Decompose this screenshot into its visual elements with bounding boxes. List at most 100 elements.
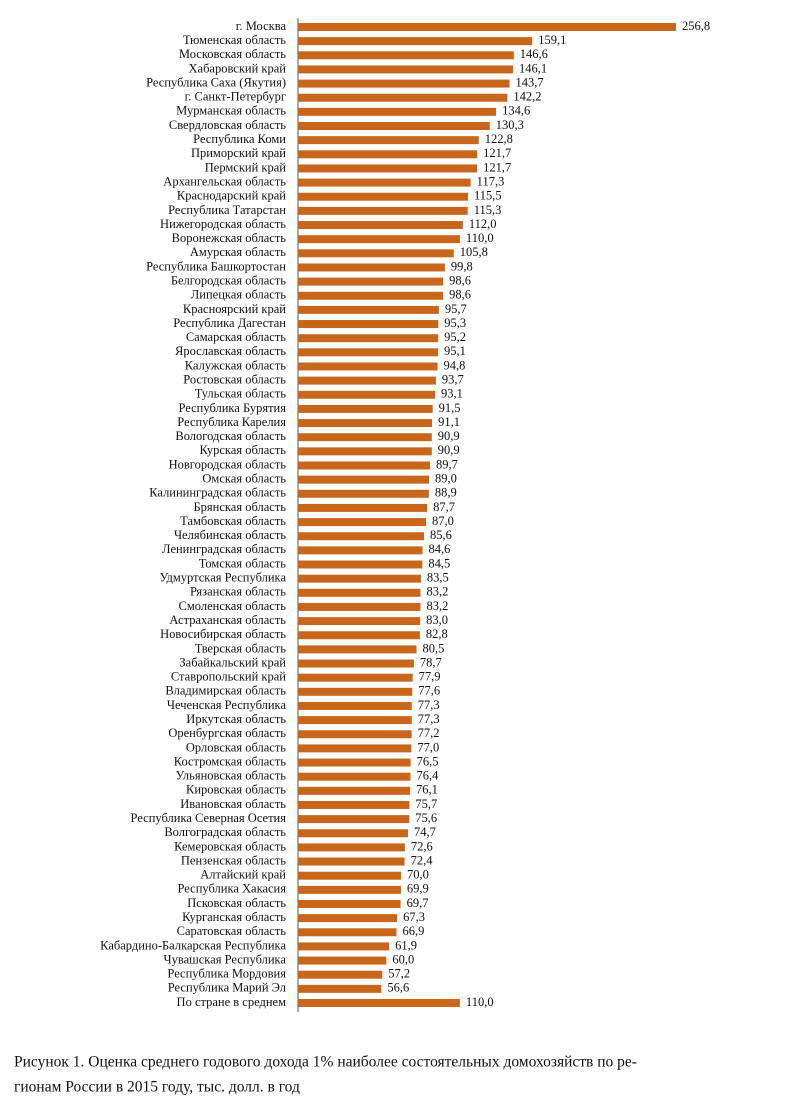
value-label: 110,0 xyxy=(466,231,494,245)
value-label: 83,0 xyxy=(426,613,448,627)
category-label: Архангельская область xyxy=(163,174,286,188)
value-label: 87,7 xyxy=(433,500,455,514)
category-label: Орловская область xyxy=(186,740,286,754)
bar xyxy=(298,150,478,159)
bar xyxy=(298,772,411,781)
category-label: Республика Северная Осетия xyxy=(131,811,287,825)
bar xyxy=(298,970,383,979)
value-label: 117,3 xyxy=(477,174,505,188)
category-label: Смоленская область xyxy=(179,599,287,613)
bar xyxy=(298,631,420,640)
value-label: 105,8 xyxy=(460,245,488,259)
category-label: Калужская область xyxy=(185,358,287,372)
category-label: Владимирская область xyxy=(165,684,286,698)
caption-line: Рисунок 1. Оценка среднего годового дохо… xyxy=(14,1054,637,1071)
bar xyxy=(298,277,444,286)
value-label: 78,7 xyxy=(420,655,442,669)
bar xyxy=(298,503,428,512)
bar xyxy=(298,942,390,951)
value-label: 76,4 xyxy=(416,769,439,783)
category-label: Воронежская область xyxy=(172,231,287,245)
category-label: Республика Саха (Якутия) xyxy=(146,75,286,89)
bar xyxy=(298,815,410,824)
category-label: Новгородская область xyxy=(169,457,287,471)
value-label: 83,5 xyxy=(427,571,449,585)
category-label: Амурская область xyxy=(190,245,286,259)
value-label: 90,9 xyxy=(438,429,460,443)
value-label: 98,6 xyxy=(449,288,471,302)
value-label: 130,3 xyxy=(496,118,524,132)
category-label: Республика Коми xyxy=(193,132,286,146)
category-label: Липецкая область xyxy=(191,288,286,302)
bar xyxy=(298,857,405,866)
value-label: 69,9 xyxy=(407,882,429,896)
bar xyxy=(298,461,431,470)
category-label: Рязанская область xyxy=(190,585,286,599)
category-label: Белгородская область xyxy=(171,273,286,287)
bar xyxy=(298,348,438,357)
value-label: 82,8 xyxy=(426,627,448,641)
category-label: По стране в среднем xyxy=(177,995,287,1009)
bar xyxy=(298,928,397,937)
bar xyxy=(298,23,676,31)
category-label: Ростовская область xyxy=(183,372,286,386)
category-label: Псковская область xyxy=(187,896,286,910)
category-label: Республика Татарстан xyxy=(168,203,286,217)
value-label: 67,3 xyxy=(403,910,425,924)
bar xyxy=(298,984,382,993)
value-label: 115,5 xyxy=(474,189,502,203)
value-label: 76,5 xyxy=(417,754,439,768)
category-label: Республика Бурятия xyxy=(178,401,286,415)
bar xyxy=(298,800,410,809)
category-label: Тамбовская область xyxy=(180,514,286,528)
category-label: Саратовская область xyxy=(177,924,287,938)
category-label: Тюменская область xyxy=(183,33,286,47)
value-label: 84,5 xyxy=(428,556,450,570)
bar xyxy=(298,744,412,753)
value-label: 75,7 xyxy=(415,797,437,811)
value-label: 256,8 xyxy=(682,19,710,33)
value-label: 121,7 xyxy=(483,146,511,160)
bar xyxy=(298,51,514,60)
category-label: Ленинградская область xyxy=(162,542,286,556)
value-label: 95,3 xyxy=(444,316,466,330)
value-label: 143,7 xyxy=(516,75,544,89)
category-label: Краснодарский край xyxy=(177,189,286,203)
bar xyxy=(298,786,411,795)
value-label: 76,1 xyxy=(416,783,438,797)
category-label: Мурманская область xyxy=(176,104,286,118)
value-label: 159,1 xyxy=(538,33,566,47)
category-label: Челябинская область xyxy=(174,528,286,542)
category-label: Кемеровская область xyxy=(174,839,286,853)
value-label: 110,0 xyxy=(466,995,494,1009)
value-label: 93,1 xyxy=(441,387,463,401)
bar xyxy=(298,221,463,230)
value-label: 146,6 xyxy=(520,47,548,61)
value-label: 72,4 xyxy=(411,853,434,867)
bar xyxy=(298,362,438,371)
category-label: Приморский край xyxy=(191,146,286,160)
bar xyxy=(298,263,445,272)
bar xyxy=(298,885,401,894)
value-label: 72,6 xyxy=(411,839,433,853)
category-label: Оренбургская область xyxy=(168,726,286,740)
value-label: 115,3 xyxy=(474,203,502,217)
bar xyxy=(298,574,421,583)
bar xyxy=(298,320,439,329)
bar xyxy=(298,305,439,314)
bar xyxy=(298,433,432,442)
value-label: 69,7 xyxy=(407,896,429,910)
bar xyxy=(298,871,402,880)
category-label: Тульская область xyxy=(195,387,287,401)
category-label: Республика Хакасия xyxy=(178,882,287,896)
category-label: Иркутская область xyxy=(186,712,286,726)
bar xyxy=(298,178,471,187)
value-label: 95,7 xyxy=(445,302,467,316)
value-label: 98,6 xyxy=(449,273,471,287)
value-label: 83,2 xyxy=(426,599,448,613)
value-label: 77,3 xyxy=(418,712,440,726)
value-label: 112,0 xyxy=(469,217,497,231)
value-label: 99,8 xyxy=(451,259,473,273)
bar xyxy=(298,645,417,654)
